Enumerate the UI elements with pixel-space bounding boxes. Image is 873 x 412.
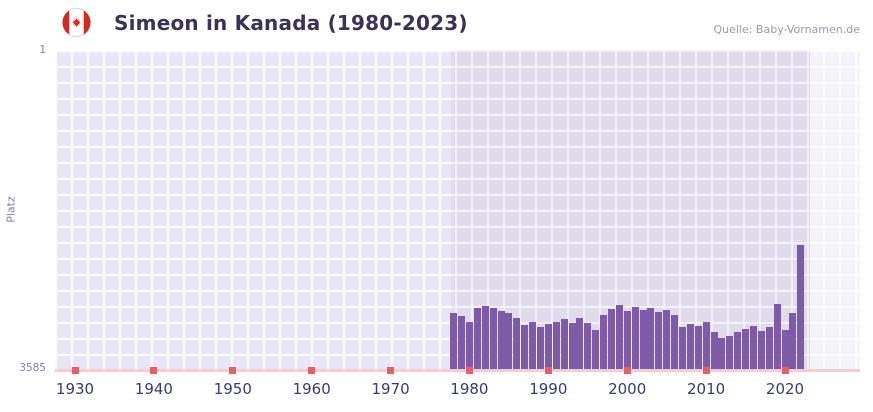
bar-1987[interactable]	[521, 324, 529, 370]
decade-marker-1980	[465, 367, 473, 374]
bar-1996[interactable]	[592, 330, 600, 370]
x-tick-label-1980: 1980	[450, 380, 489, 398]
bar-2003[interactable]	[647, 308, 655, 370]
bar-2007[interactable]	[678, 326, 686, 370]
bar-2021[interactable]	[789, 313, 797, 370]
decade-marker-2020	[781, 367, 789, 374]
chart-title: Simeon in Kanada (1980-2023)	[114, 11, 468, 35]
bar-1978[interactable]	[450, 313, 458, 370]
bar-2013[interactable]	[726, 335, 734, 370]
y-axis-title: Platz	[4, 196, 18, 223]
decade-marker-1940	[150, 367, 158, 374]
bar-1982[interactable]	[481, 305, 489, 370]
plot-area	[55, 50, 860, 370]
x-tick-label-1970: 1970	[371, 380, 410, 398]
bar-2019[interactable]	[773, 303, 781, 370]
bar-1985[interactable]	[505, 313, 513, 370]
x-axis-line	[55, 367, 860, 377]
bar-2012[interactable]	[718, 338, 726, 370]
canada-flag-icon	[62, 8, 91, 37]
bar-1984[interactable]	[497, 310, 505, 370]
bar-2009[interactable]	[694, 325, 702, 370]
x-tick-label-2000: 2000	[608, 380, 647, 398]
bar-1981[interactable]	[473, 307, 481, 370]
decade-marker-1950	[229, 367, 237, 374]
bar-2001[interactable]	[631, 307, 639, 370]
bar-1999[interactable]	[615, 304, 623, 370]
y-tick-top: 1	[39, 44, 46, 56]
bar-1980[interactable]	[465, 321, 473, 370]
bar-2004[interactable]	[655, 312, 663, 370]
decade-marker-2010	[702, 367, 710, 374]
bar-1979[interactable]	[458, 316, 466, 370]
decade-marker-2000	[623, 367, 631, 374]
decade-marker-1960	[308, 367, 316, 374]
decade-marker-1990	[544, 367, 552, 374]
x-tick-label-1950: 1950	[213, 380, 252, 398]
bar-2011[interactable]	[710, 332, 718, 370]
bar-1998[interactable]	[607, 308, 615, 370]
bar-1990[interactable]	[544, 324, 552, 370]
decade-marker-1930	[71, 367, 79, 374]
bar-2016[interactable]	[749, 325, 757, 370]
x-tick-label-1960: 1960	[292, 380, 331, 398]
bar-2002[interactable]	[639, 310, 647, 370]
bar-2006[interactable]	[671, 315, 679, 370]
bar-1992[interactable]	[560, 319, 568, 370]
x-tick-label-2010: 2010	[687, 380, 726, 398]
bar-2020[interactable]	[781, 330, 789, 370]
bar-1991[interactable]	[552, 321, 560, 370]
bar-2014[interactable]	[734, 332, 742, 370]
bar-1988[interactable]	[529, 322, 537, 370]
bar-2005[interactable]	[663, 309, 671, 370]
bar-2010[interactable]	[702, 322, 710, 370]
bar-2008[interactable]	[686, 324, 694, 370]
bar-2015[interactable]	[742, 329, 750, 370]
y-tick-bottom: 3585	[19, 362, 46, 374]
x-axis-baseline	[55, 369, 860, 372]
bar-1986[interactable]	[513, 317, 521, 370]
x-tick-label-1940: 1940	[134, 380, 173, 398]
x-axis-ticks: 1930 1940 1950 1960 1970 1980 1990 2000 2010 2020	[55, 380, 860, 400]
decade-marker-1970	[387, 367, 395, 374]
bar-2017[interactable]	[757, 331, 765, 370]
x-tick-label-1990: 1990	[529, 380, 568, 398]
recent-years-band	[810, 50, 860, 370]
bar-1989[interactable]	[536, 327, 544, 370]
source-attribution: Quelle: Baby-Vornamen.de	[713, 23, 860, 36]
bar-1983[interactable]	[489, 307, 497, 370]
bar-2000[interactable]	[623, 310, 631, 370]
bar-1994[interactable]	[576, 317, 584, 370]
bar-2022[interactable]	[797, 245, 805, 370]
bar-1997[interactable]	[600, 315, 608, 370]
bar-1993[interactable]	[568, 323, 576, 370]
bar-1995[interactable]	[584, 323, 592, 370]
bar-2018[interactable]	[765, 327, 773, 370]
x-tick-label-1930: 1930	[55, 380, 95, 398]
x-tick-label-2020: 2020	[765, 380, 805, 398]
